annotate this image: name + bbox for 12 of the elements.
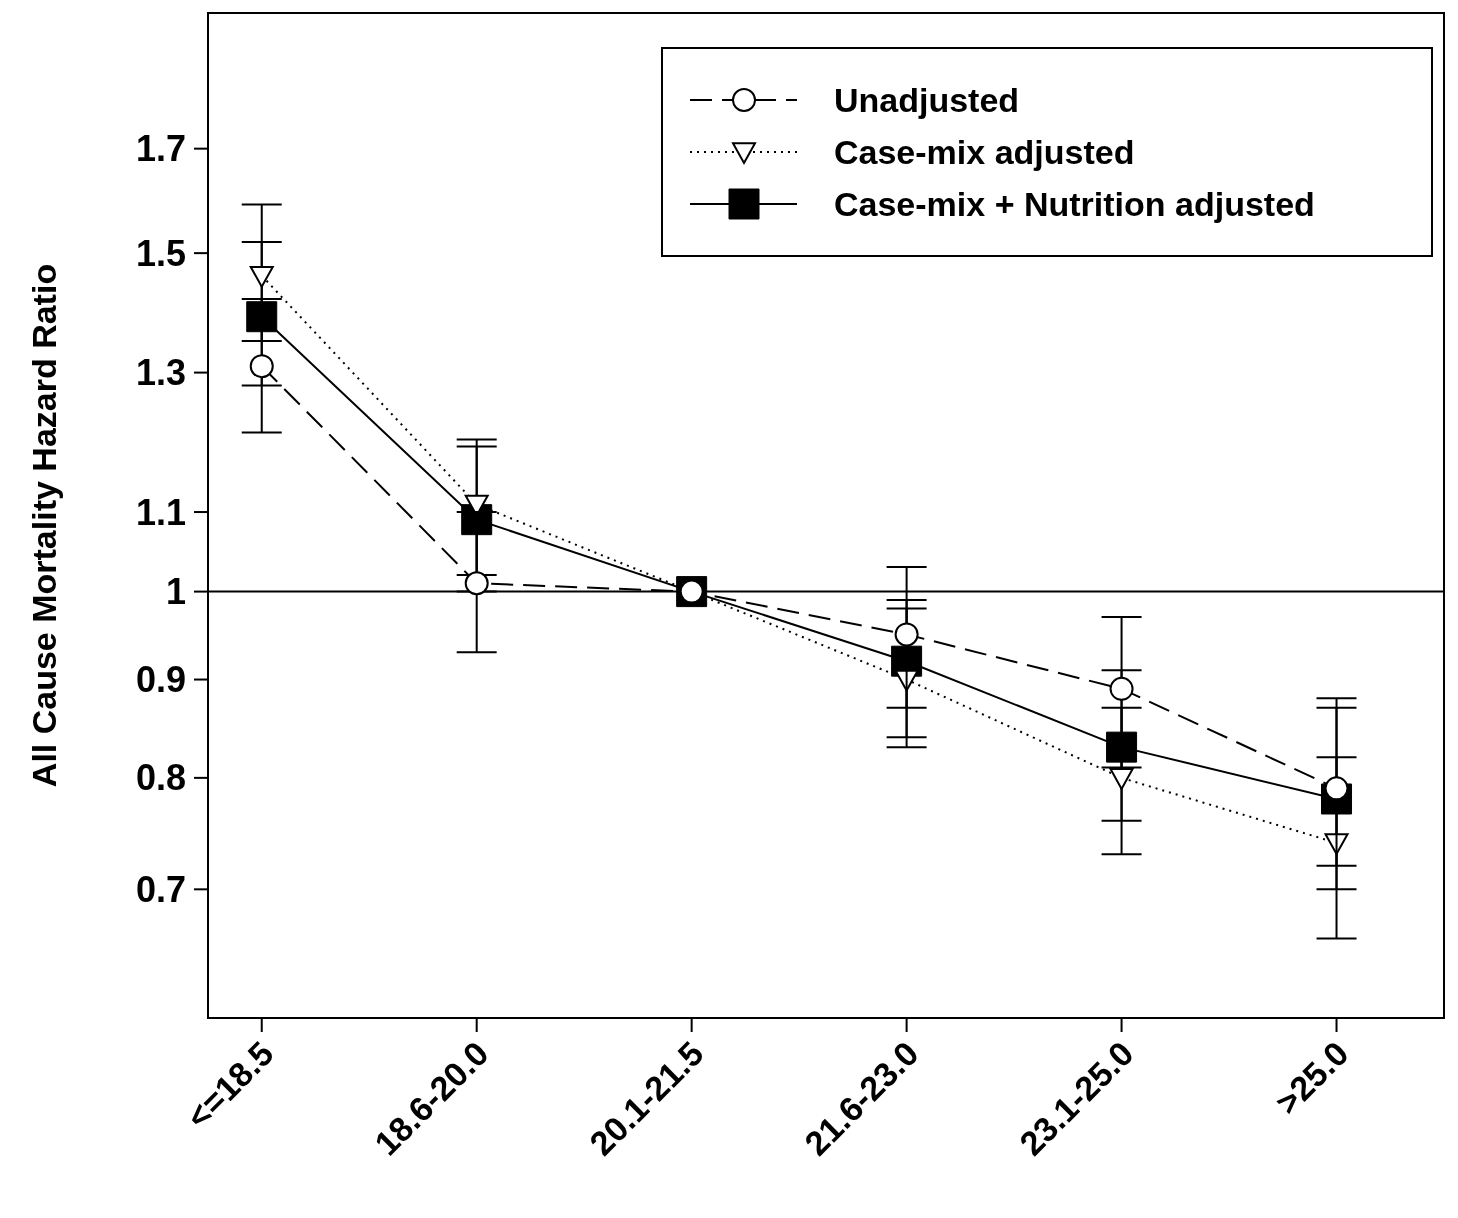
y-tick-label: 1.3: [135, 352, 186, 394]
y-axis-title: All Cause Mortality Hazard Ratio: [25, 263, 63, 788]
y-tick-label: 0.9: [135, 659, 186, 701]
y-tick-label: 1.5: [135, 232, 186, 274]
legend-label: Unadjusted: [834, 80, 1020, 119]
y-tick-label: 0.7: [135, 868, 186, 910]
y-tick-label: 1.7: [135, 128, 186, 170]
legend-label: Case-mix adjusted: [834, 132, 1135, 171]
y-tick-label: 1.1: [135, 491, 186, 533]
y-tick-label: 0.8: [135, 757, 186, 799]
legend-label: Case-mix + Nutrition adjusted: [834, 184, 1315, 223]
y-tick-label: 1: [165, 571, 186, 613]
